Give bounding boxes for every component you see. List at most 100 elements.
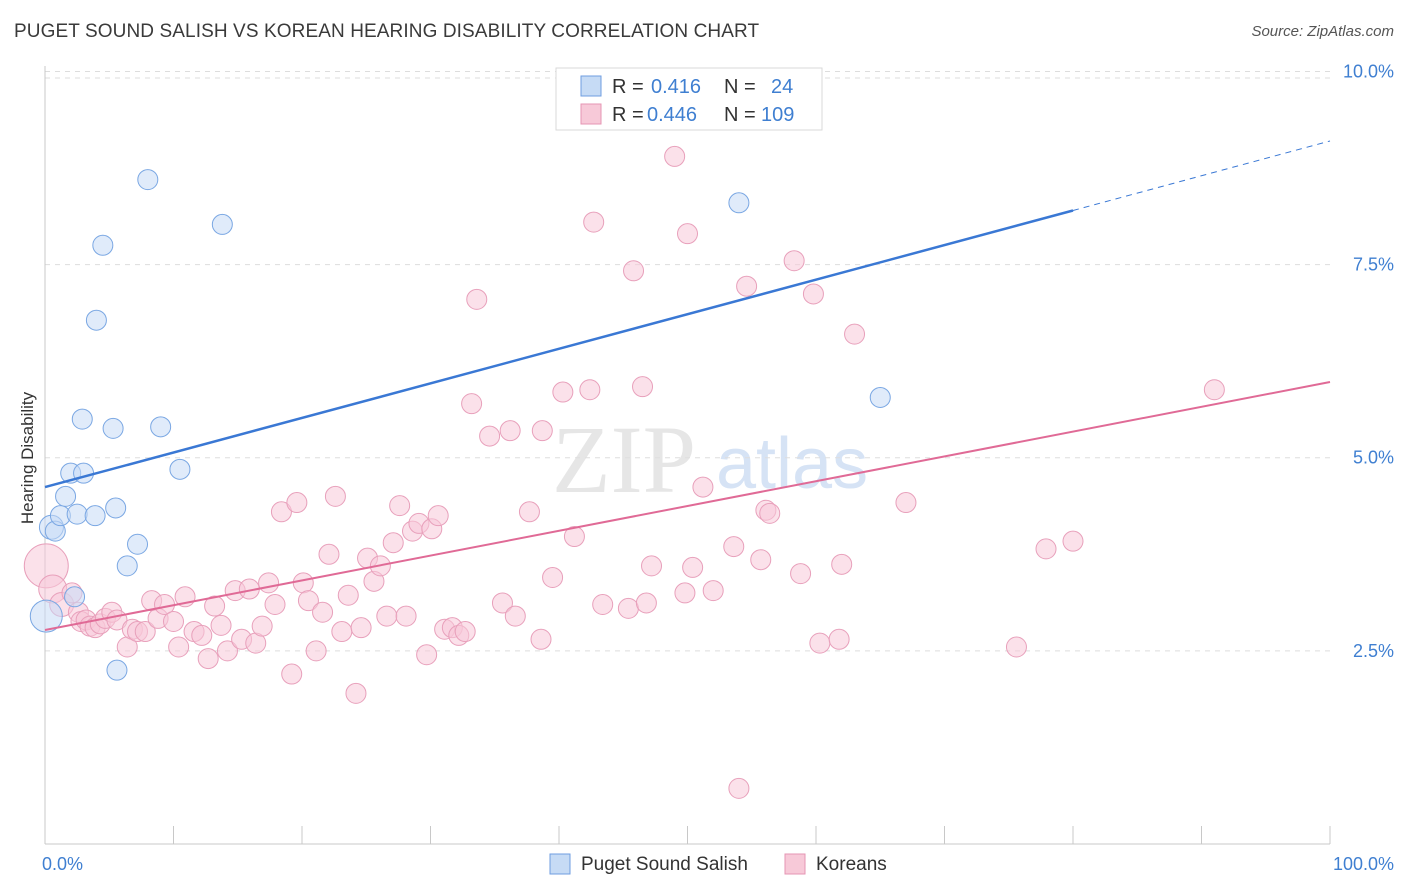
korean-point-33 — [251, 615, 273, 637]
salish-point-17 — [127, 533, 149, 555]
korean-point-87 — [677, 223, 698, 245]
korean-point-28 — [216, 640, 238, 662]
korean-point-83 — [635, 592, 657, 614]
salish-trend-line — [44, 209, 1074, 489]
korean-point-47 — [345, 682, 367, 704]
korean-point-86 — [674, 582, 696, 604]
salish-point-21 — [211, 213, 233, 235]
legend-koreans-r-value: 0.446 — [647, 104, 697, 126]
korean-point-36 — [270, 501, 292, 523]
korean-point-105 — [1005, 636, 1027, 658]
korean-point-58 — [416, 644, 438, 666]
y-axis-title: Hearing Disability — [18, 391, 37, 524]
legend-koreans-n-label: N = — [724, 104, 756, 126]
salish-point-20 — [169, 458, 191, 480]
watermark-atlas: atlas — [716, 424, 868, 504]
korean-point-54 — [389, 495, 411, 517]
korean-point-99 — [802, 283, 824, 305]
korean-point-74 — [542, 566, 564, 588]
korean-point-25 — [197, 648, 219, 670]
legend-salish-swatch — [580, 75, 602, 97]
korean-point-79 — [592, 594, 614, 616]
bottom-legend-salish-swatch — [549, 853, 571, 875]
korean-point-90 — [702, 580, 724, 602]
korean-point-89 — [692, 476, 714, 498]
salish-point-18 — [137, 169, 159, 191]
korean-point-68 — [491, 592, 513, 614]
korean-point-34 — [258, 572, 280, 594]
salish-points — [29, 169, 891, 681]
legend-salish-r-value: 0.416 — [651, 76, 701, 98]
salish-point-14 — [105, 497, 127, 519]
korean-point-82 — [632, 376, 654, 398]
salish-point-15 — [106, 659, 128, 681]
korean-point-43 — [318, 543, 340, 565]
legend-koreans-swatch — [580, 103, 602, 125]
salish-point-4 — [55, 485, 77, 507]
korean-point-53 — [382, 532, 404, 554]
korean-point-24 — [191, 624, 213, 646]
legend-salish-n-value: 24 — [771, 76, 793, 98]
bottom-legend-koreans-swatch — [784, 853, 806, 875]
korean-point-94 — [750, 549, 772, 571]
trend-lines — [44, 140, 1331, 631]
korean-point-39 — [292, 572, 314, 594]
korean-point-66 — [466, 288, 488, 310]
koreans-trend-line — [44, 381, 1331, 631]
korean-point-93 — [736, 275, 758, 297]
korean-point-107 — [1062, 530, 1084, 552]
korean-point-27 — [210, 614, 232, 636]
salish-point-7 — [66, 503, 88, 525]
korean-point-16 — [134, 621, 156, 643]
korean-point-103 — [844, 323, 866, 345]
korean-point-38 — [286, 492, 308, 514]
bottom-legend-koreans-label: Koreans — [816, 854, 887, 875]
korean-point-65 — [461, 393, 483, 415]
korean-point-44 — [324, 485, 346, 507]
salish-point-9 — [73, 462, 95, 484]
korean-point-96 — [759, 502, 781, 524]
legend-salish-r-label: R = — [612, 76, 644, 98]
korean-point-102 — [831, 553, 853, 575]
korean-point-71 — [518, 501, 540, 523]
salish-point-6 — [64, 586, 86, 608]
salish-point-11 — [85, 309, 107, 331]
korean-point-78 — [583, 211, 605, 233]
salish-point-23 — [869, 386, 891, 408]
korean-point-88 — [682, 556, 704, 578]
korean-point-108 — [1203, 379, 1225, 401]
korean-point-41 — [305, 640, 327, 662]
legend-salish-n-label: N = — [724, 76, 756, 98]
source-label: Source: ZipAtlas.com — [1251, 23, 1394, 40]
y-tick-label-3: 10.0% — [1343, 61, 1394, 81]
korean-point-106 — [1035, 538, 1057, 560]
korean-point-48 — [350, 617, 372, 639]
korean-point-80 — [617, 597, 639, 619]
korean-point-55 — [395, 605, 417, 627]
korean-point-45 — [331, 621, 353, 643]
watermark: ZIP atlas — [552, 406, 868, 513]
korean-point-46 — [337, 584, 359, 606]
korean-point-104 — [895, 492, 917, 514]
korean-point-81 — [623, 260, 645, 282]
korean-point-42 — [312, 601, 334, 623]
bottom-legend-salish-label: Puget Sound Salish — [581, 854, 748, 875]
korean-point-20 — [163, 611, 184, 633]
y-tick-label-0: 2.5% — [1353, 641, 1394, 661]
korean-point-98 — [790, 563, 812, 585]
bottom-legend: Puget Sound Salish Koreans — [549, 853, 887, 875]
korean-point-101 — [828, 628, 850, 650]
salish-point-16 — [116, 555, 138, 577]
salish-point-19 — [150, 416, 172, 438]
salish-point-0 — [29, 599, 63, 633]
korean-point-37 — [281, 663, 303, 685]
korean-point-84 — [641, 555, 663, 577]
korean-point-70 — [504, 605, 526, 627]
tick-labels: 2.5% 5.0% 7.5% 10.0% 0.0% 100.0% — [42, 61, 1394, 874]
koreans-points — [23, 145, 1225, 799]
korean-point-60 — [427, 505, 449, 527]
korean-point-52 — [376, 605, 398, 627]
korean-point-26 — [204, 595, 226, 617]
korean-point-21 — [168, 636, 190, 658]
